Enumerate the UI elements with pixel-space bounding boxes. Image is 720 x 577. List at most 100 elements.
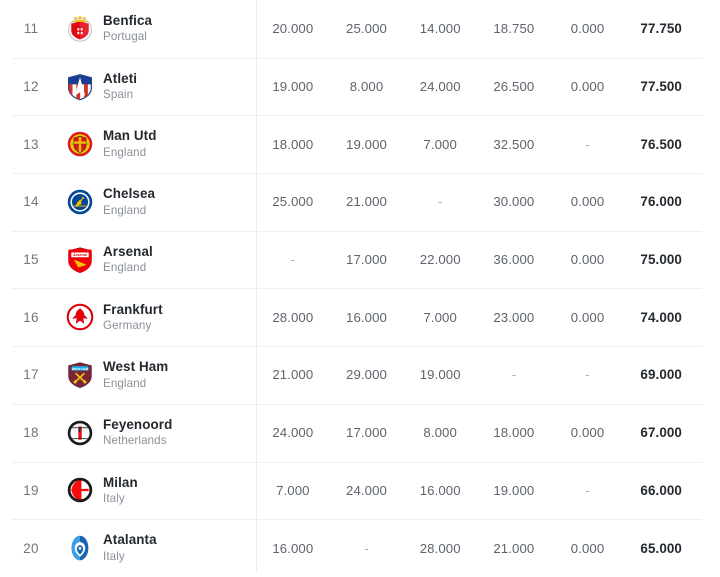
table-row[interactable]: 18 F Feyenoord Netherlands 24.000 17.000 8.000… xyxy=(0,403,720,462)
table-row[interactable]: 19 Milan Italy 7.000 24.000 16.000 19.000 - 66.0… xyxy=(0,461,720,520)
stats-group: 16.000 - 28.000 21.000 0.000 65.000 xyxy=(256,519,720,577)
club-country: Germany xyxy=(103,318,152,332)
stat-cell: 24.000 xyxy=(346,482,387,498)
club-cell[interactable]: Man Utd England xyxy=(62,128,256,159)
stat-cell: 7.000 xyxy=(423,136,457,152)
total-cell: 77.500 xyxy=(640,79,682,95)
stat-cell: 23.000 xyxy=(493,309,535,325)
stat-cell: 26.500 xyxy=(493,79,535,95)
table-row[interactable]: 13 Man Utd England 18.000 19.000 7.000 32.500 -… xyxy=(0,115,720,173)
stats-group: 18.000 19.000 7.000 32.500 - 76.500 xyxy=(256,115,720,173)
club-cell[interactable]: Frankfurt Germany xyxy=(62,302,256,333)
stat-cell: - xyxy=(511,367,517,383)
atletico-madrid-crest-icon xyxy=(66,73,94,101)
club-name: West Ham xyxy=(103,359,169,375)
rank-cell: 17 xyxy=(23,367,39,383)
club-text: Atalanta Italy xyxy=(103,532,157,563)
stats-group: - 17.000 22.000 36.000 0.000 75.000 xyxy=(256,231,720,289)
stat-cell: 18.000 xyxy=(493,425,535,441)
svg-text:WEST HAM: WEST HAM xyxy=(72,367,89,371)
stat-cell: 25.000 xyxy=(346,21,387,37)
club-cell[interactable]: WEST HAM West Ham England xyxy=(62,359,256,390)
stat-cell: 19.000 xyxy=(346,136,387,152)
atalanta-crest-icon xyxy=(66,534,94,562)
stats-group: 19.000 8.000 24.000 26.500 0.000 77.500 xyxy=(256,58,720,116)
stat-cell: 28.000 xyxy=(272,309,314,325)
table-row[interactable]: 12 Atleti Spain 19.000 8.000 24.000 26.500 0.00… xyxy=(0,57,720,116)
table-row[interactable]: 15 Arsenal Arsenal England - 17.000 22.000 36.0… xyxy=(0,230,720,289)
stat-cell: 18.750 xyxy=(493,21,535,37)
stat-cell: 19.000 xyxy=(272,79,314,95)
total-cell: 75.000 xyxy=(640,252,682,268)
club-country: Netherlands xyxy=(103,434,167,448)
club-text: Atleti Spain xyxy=(103,71,137,102)
stat-cell: 16.000 xyxy=(419,482,461,498)
table-row[interactable]: 20 Atalanta Italy 16.000 - 28.000 21.000 0.000 6… xyxy=(0,519,720,577)
table-row[interactable]: 17 WEST HAM West Ham England 21.000 29.000 19.… xyxy=(0,346,720,404)
table-row[interactable]: 14 Chelsea England 25.000 21.000 - 30.000 0.000… xyxy=(0,173,720,231)
stat-cell: 0.000 xyxy=(570,79,605,95)
total-cell: 74.000 xyxy=(640,309,682,325)
stat-cell: 16.000 xyxy=(346,309,387,325)
stat-cell: - xyxy=(585,367,590,383)
club-text: Benfica Portugal xyxy=(103,13,152,44)
stat-cell: - xyxy=(437,194,443,210)
club-text: Man Utd England xyxy=(103,128,157,159)
club-name: Man Utd xyxy=(103,128,157,144)
stats-group: 20.000 25.000 14.000 18.750 0.000 77.750 xyxy=(256,0,720,58)
stat-cell: 24.000 xyxy=(272,425,314,441)
club-cell[interactable]: Milan Italy xyxy=(62,475,256,506)
stat-cell: 28.000 xyxy=(419,540,461,556)
rank-cell: 15 xyxy=(23,252,39,268)
stat-cell: 0.000 xyxy=(570,540,605,556)
stat-cell: 20.000 xyxy=(272,21,314,37)
rank-cell: 16 xyxy=(23,309,39,325)
stat-cell: 22.000 xyxy=(419,252,461,268)
club-text: Milan Italy xyxy=(103,475,138,506)
club-cell[interactable]: Chelsea England xyxy=(62,186,256,217)
club-cell[interactable]: Arsenal Arsenal England xyxy=(62,244,256,275)
rank-cell: 13 xyxy=(23,136,39,152)
stat-cell: 21.000 xyxy=(346,194,387,210)
arsenal-crest-icon: Arsenal xyxy=(66,246,94,274)
club-cell[interactable]: Atalanta Italy xyxy=(62,532,256,563)
stat-cell: 18.000 xyxy=(272,136,314,152)
club-text: Frankfurt Germany xyxy=(103,302,163,333)
benfica-crest-icon xyxy=(66,15,94,43)
stat-cell: 36.000 xyxy=(493,252,535,268)
table-row[interactable]: 11 Benfica Portugal 20.000 25.000 14.000 18.75… xyxy=(0,0,720,58)
club-cell[interactable]: Atleti Spain xyxy=(62,71,256,102)
stats-group: 28.000 16.000 7.000 23.000 0.000 74.000 xyxy=(256,288,720,346)
stat-cell: - xyxy=(364,540,369,556)
feyenoord-crest-icon: F xyxy=(66,419,94,447)
total-cell: 69.000 xyxy=(640,367,682,383)
club-text: Chelsea England xyxy=(103,186,155,217)
club-name: Chelsea xyxy=(103,186,156,202)
stat-cell: 17.000 xyxy=(346,425,387,441)
club-cell[interactable]: F Feyenoord Netherlands xyxy=(62,417,256,448)
stat-cell: 0.000 xyxy=(570,252,605,268)
table-row[interactable]: 16 Frankfurt Germany 28.000 16.000 7.000 23.00… xyxy=(0,288,720,346)
total-cell: 77.750 xyxy=(640,21,682,37)
stat-cell: 16.000 xyxy=(272,540,314,556)
stat-cell: 0.000 xyxy=(570,194,605,210)
total-cell: 76.000 xyxy=(640,194,682,210)
stat-cell: 21.000 xyxy=(272,367,314,383)
stat-cell: - xyxy=(290,252,296,268)
club-country: Spain xyxy=(103,88,134,102)
stat-cell: 7.000 xyxy=(276,482,310,498)
club-cell[interactable]: Benfica Portugal xyxy=(62,13,256,44)
total-cell: 66.000 xyxy=(640,482,682,498)
rank-cell: 20 xyxy=(23,540,39,556)
club-country: England xyxy=(103,145,147,159)
total-cell: 65.000 xyxy=(640,540,682,556)
stat-cell: - xyxy=(585,482,590,498)
manchester-united-crest-icon xyxy=(66,130,94,158)
svg-text:Arsenal: Arsenal xyxy=(73,253,87,257)
rank-cell: 19 xyxy=(23,482,39,498)
ac-milan-crest-icon xyxy=(66,476,94,504)
club-text: West Ham England xyxy=(103,359,168,390)
stat-cell: 19.000 xyxy=(419,367,461,383)
